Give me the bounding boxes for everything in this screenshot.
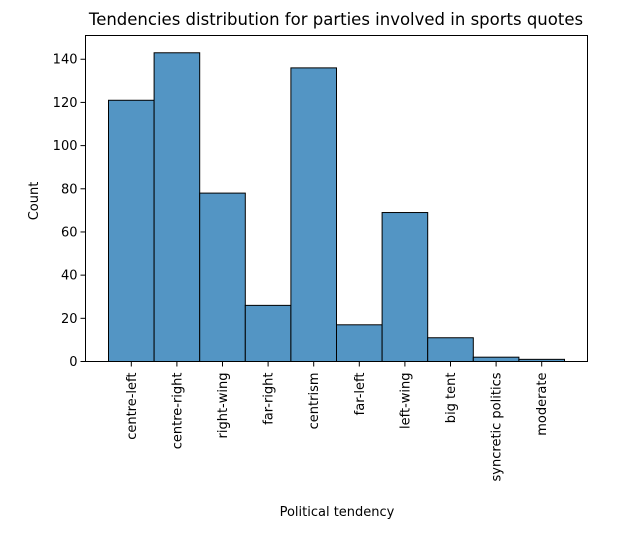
y-axis-ticks: 0 20 40 60 80 100 120 140 xyxy=(53,53,86,370)
bar-big-tent xyxy=(427,337,474,362)
plot-frame xyxy=(85,35,588,362)
x-axis-label: Political tendency xyxy=(280,505,395,520)
x-tick-label: far-right xyxy=(262,373,277,425)
bar-far-right xyxy=(244,304,292,363)
x-tick-label: right-wing xyxy=(216,373,231,439)
y-tick-label: 20 xyxy=(61,312,78,327)
bar-far-left xyxy=(336,324,383,362)
bar-centre-right xyxy=(153,52,201,363)
bar-right-wing xyxy=(199,192,246,362)
chart-title: Tendencies distribution for parties invo… xyxy=(88,10,583,29)
bar-left-wing xyxy=(381,212,429,362)
y-tick-label: 100 xyxy=(53,139,78,154)
bar-centre-left xyxy=(108,99,155,362)
x-tick-label: far-left xyxy=(353,373,368,416)
bar-syncretic-politics xyxy=(472,356,520,363)
x-tick-label: centre-left xyxy=(125,373,140,440)
bar-centrism xyxy=(290,67,337,363)
x-tick-label: centre-right xyxy=(170,373,185,450)
y-axis-label: Count xyxy=(27,182,42,221)
y-tick-label: 40 xyxy=(61,269,78,284)
x-tick-label: big tent xyxy=(444,373,459,424)
y-tick-label: 80 xyxy=(61,182,78,197)
x-tick-label: left-wing xyxy=(398,373,413,429)
y-tick-label: 60 xyxy=(61,225,78,240)
y-tick-label: 120 xyxy=(53,96,78,111)
y-tick-label: 140 xyxy=(53,53,78,68)
y-tick-label: 0 xyxy=(69,355,77,370)
bars-group xyxy=(108,52,566,363)
x-tick-label: moderate xyxy=(535,373,550,436)
x-axis-ticks: centre-left centre-right right-wing far-rig… xyxy=(125,361,550,481)
x-tick-label: syncretic politics xyxy=(490,372,505,481)
x-tick-label: centrism xyxy=(307,373,322,430)
